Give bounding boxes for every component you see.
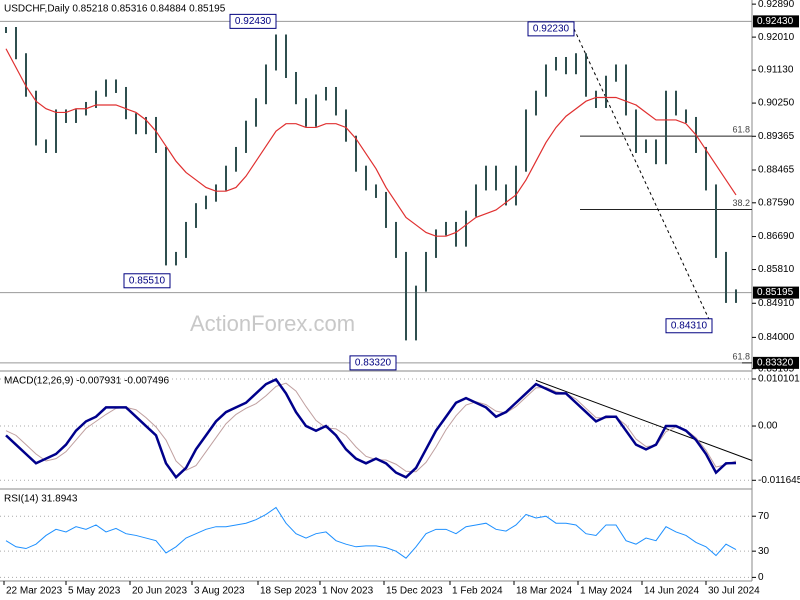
y-tick-label: 0.91130 (758, 65, 794, 76)
level-tag-label: 0.85195 (757, 287, 794, 298)
fib-label: 61.8 (732, 351, 750, 361)
x-tick-label: 14 Jun 2024 (644, 586, 699, 597)
y-tick-label: 0.010101 (758, 374, 800, 385)
trendline (573, 28, 713, 326)
y-tick-label: 0.85810 (758, 264, 795, 275)
y-tick-label: 0 (758, 572, 764, 583)
pane-title: USDCHF,Daily 0.85218 0.85316 0.84884 0.8… (4, 4, 226, 15)
annotation-label: 0.84310 (671, 320, 708, 331)
y-tick-label: -0.011645 (758, 475, 800, 486)
annotation-box (349, 355, 397, 371)
annotation-box (123, 273, 171, 289)
y-tick-label: 0.84910 (758, 298, 795, 309)
y-tick-label: 30 (758, 546, 770, 557)
y-tick-label: 0.89365 (758, 131, 795, 142)
trendline (535, 379, 753, 461)
x-tick-label: 20 Jun 2023 (132, 586, 187, 597)
x-tick-label: 30 Jul 2024 (708, 586, 760, 597)
level-tag (753, 356, 799, 369)
x-tick-label: 18 Mar 2024 (516, 586, 573, 597)
series-line (5, 377, 737, 480)
annotation-box (665, 318, 713, 334)
y-tick-label: 0.90250 (758, 98, 795, 109)
y-tick-label: 0.86690 (758, 231, 795, 242)
level-tag (753, 286, 799, 299)
series-line (5, 48, 737, 237)
y-tick-label: 0.92890 (758, 0, 795, 10)
fib-label: 61.8 (732, 124, 750, 134)
level-tag-label: 0.92430 (757, 16, 794, 27)
y-tick-label: 0.84000 (758, 332, 795, 343)
y-tick-label: 0.88465 (758, 165, 795, 176)
x-tick-label: 5 May 2023 (68, 586, 121, 597)
x-tick-label: 1 Feb 2024 (452, 586, 503, 597)
watermark: ActionForex.com (190, 311, 355, 336)
x-tick-label: 3 Aug 2023 (194, 586, 245, 597)
annotation-label: 0.92430 (235, 16, 272, 27)
annotation-box (229, 13, 277, 29)
level-tag (753, 15, 799, 28)
y-tick-label: 70 (758, 511, 770, 522)
x-tick-label: 1 Nov 2023 (322, 586, 374, 597)
x-tick-label: 1 May 2024 (580, 586, 633, 597)
annotation-box (527, 21, 575, 37)
annotation-label: 0.92230 (533, 24, 570, 35)
fib-label: 38.2 (732, 198, 750, 208)
series-line (5, 506, 737, 559)
annotation-label: 0.83320 (355, 358, 392, 369)
level-tag-label: 0.83320 (757, 358, 794, 369)
pane-title: MACD(12,26,9) -0.007931 -0.007496 (4, 376, 170, 387)
x-tick-label: 22 Mar 2023 (6, 586, 63, 597)
annotation-label: 0.85510 (129, 275, 166, 286)
y-tick-label: 0.00 (758, 421, 778, 432)
y-tick-label: 0.87590 (758, 197, 795, 208)
x-tick-label: 18 Sep 2023 (260, 586, 317, 597)
y-tick-label: 0.92010 (758, 32, 795, 43)
x-tick-label: 15 Dec 2023 (386, 586, 443, 597)
pane-title: RSI(14) 31.8943 (4, 494, 78, 505)
